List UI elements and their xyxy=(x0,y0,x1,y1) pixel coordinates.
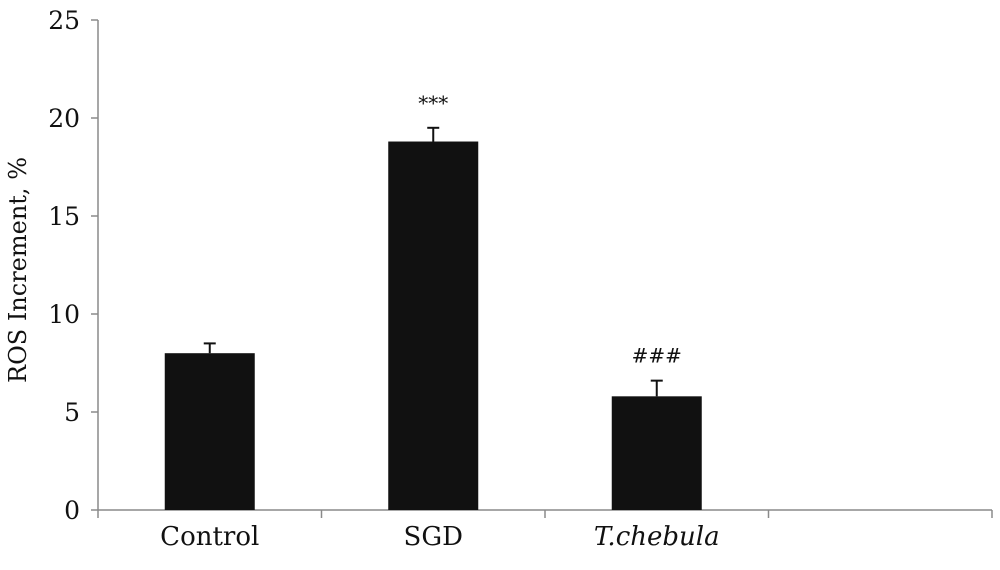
y-axis: 0 5 10 15 20 25 xyxy=(48,6,99,525)
x-axis xyxy=(97,509,993,518)
y-tick-label: 10 xyxy=(48,300,80,329)
y-tick-label: 25 xyxy=(48,6,80,35)
x-category-label: SGD xyxy=(404,522,463,552)
y-tick-label: 0 xyxy=(64,496,80,525)
x-category-label: T.chebula xyxy=(594,522,720,552)
y-axis-title: ROS Increment, % xyxy=(4,157,32,383)
significance-annotation: *** xyxy=(418,91,448,115)
y-tick-label: 15 xyxy=(48,202,80,231)
bar-control xyxy=(164,353,255,510)
significance-annotation: ### xyxy=(632,344,682,368)
y-tick-label: 20 xyxy=(48,104,80,133)
x-category-label: Control xyxy=(160,522,259,552)
labels: Control *** SGD ### T.chebula xyxy=(160,91,719,552)
bar-t-chebula xyxy=(611,396,702,510)
bar-sgd xyxy=(388,141,479,510)
y-tick-label: 5 xyxy=(64,398,80,427)
bars xyxy=(164,126,702,510)
